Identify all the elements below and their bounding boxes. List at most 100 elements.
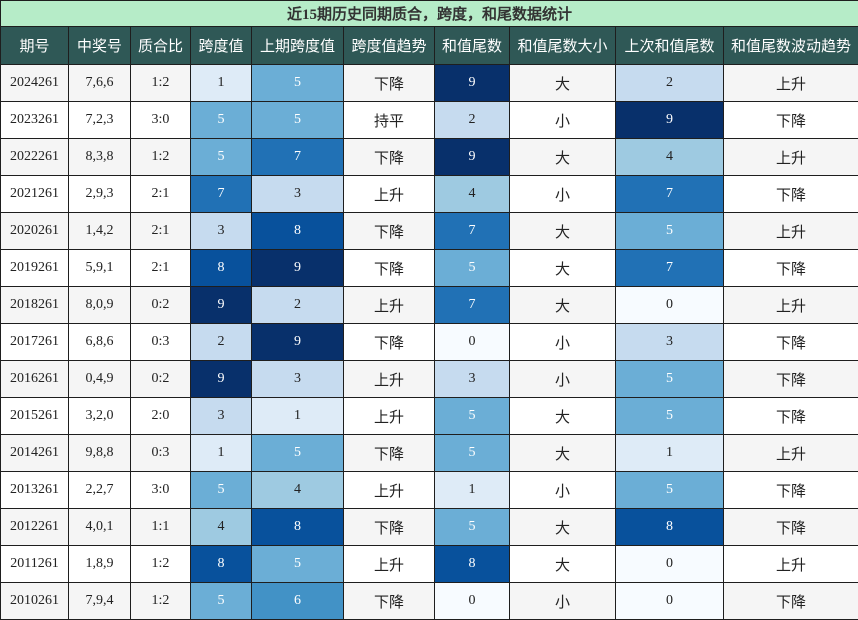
prev-tail-cell: 2 — [616, 65, 724, 102]
tail-size-header: 和值尾数大小 — [510, 27, 616, 65]
prev-tail-cell: 7 — [616, 176, 724, 213]
span-trend-cell: 下降 — [344, 324, 435, 361]
tail-trend-cell: 上升 — [724, 139, 858, 176]
prev-tail-cell: 3 — [616, 324, 724, 361]
tail-cell: 7 — [435, 213, 510, 250]
prev-tail-cell: 5 — [616, 213, 724, 250]
tail-cell: 3 — [435, 361, 510, 398]
span-trend-cell: 上升 — [344, 287, 435, 324]
tail-size-cell: 大 — [510, 398, 616, 435]
prev-span-cell: 9 — [252, 250, 344, 287]
span-cell: 5 — [191, 139, 252, 176]
prev-span-cell: 5 — [252, 102, 344, 139]
issue-cell: 2010261 — [1, 583, 69, 620]
span-trend-cell: 下降 — [344, 250, 435, 287]
span-trend-cell: 上升 — [344, 176, 435, 213]
numbers-cell: 1,8,9 — [69, 546, 131, 583]
prev-span-cell: 8 — [252, 509, 344, 546]
ratio-cell: 1:2 — [131, 583, 191, 620]
prev-span-cell: 8 — [252, 213, 344, 250]
prev-span-cell: 5 — [252, 546, 344, 583]
span-cell: 9 — [191, 287, 252, 324]
tail-size-cell: 大 — [510, 287, 616, 324]
prev-span-cell: 3 — [252, 176, 344, 213]
span-trend-cell: 上升 — [344, 398, 435, 435]
prev-tail-cell: 8 — [616, 509, 724, 546]
tail-size-cell: 小 — [510, 102, 616, 139]
span-trend-cell: 上升 — [344, 546, 435, 583]
prev-tail-cell: 1 — [616, 435, 724, 472]
tail-cell: 9 — [435, 65, 510, 102]
tail-header: 和值尾数 — [435, 27, 510, 65]
ratio-header: 质合比 — [131, 27, 191, 65]
span-trend-cell: 下降 — [344, 65, 435, 102]
numbers-cell: 2,9,3 — [69, 176, 131, 213]
span-header: 跨度值 — [191, 27, 252, 65]
tail-size-cell: 大 — [510, 65, 616, 102]
ratio-cell: 0:2 — [131, 287, 191, 324]
span-cell: 3 — [191, 213, 252, 250]
prev-span-cell: 9 — [252, 324, 344, 361]
issue-cell: 2012261 — [1, 509, 69, 546]
span-cell: 5 — [191, 583, 252, 620]
span-cell: 1 — [191, 65, 252, 102]
issue-cell: 2022261 — [1, 139, 69, 176]
issue-cell: 2011261 — [1, 546, 69, 583]
numbers-cell: 5,9,1 — [69, 250, 131, 287]
numbers-cell: 6,8,6 — [69, 324, 131, 361]
tail-cell: 5 — [435, 435, 510, 472]
tail-size-cell: 大 — [510, 546, 616, 583]
issue-cell: 2019261 — [1, 250, 69, 287]
numbers-cell: 4,0,1 — [69, 509, 131, 546]
tail-trend-cell: 下降 — [724, 250, 858, 287]
prev-span-header: 上期跨度值 — [252, 27, 344, 65]
tail-cell: 5 — [435, 250, 510, 287]
span-cell: 8 — [191, 250, 252, 287]
prev-tail-header: 上次和值尾数 — [616, 27, 724, 65]
tail-cell: 2 — [435, 102, 510, 139]
tail-trend-cell: 上升 — [724, 287, 858, 324]
prev-span-cell: 1 — [252, 398, 344, 435]
ratio-cell: 1:1 — [131, 509, 191, 546]
tail-cell: 0 — [435, 583, 510, 620]
issue-cell: 2013261 — [1, 472, 69, 509]
prev-tail-cell: 5 — [616, 361, 724, 398]
tail-size-cell: 小 — [510, 472, 616, 509]
issue-cell: 2015261 — [1, 398, 69, 435]
tail-trend-cell: 下降 — [724, 324, 858, 361]
span-trend-cell: 下降 — [344, 509, 435, 546]
tail-cell: 0 — [435, 324, 510, 361]
ratio-cell: 2:0 — [131, 398, 191, 435]
tail-cell: 9 — [435, 139, 510, 176]
prev-span-cell: 5 — [252, 65, 344, 102]
tail-cell: 1 — [435, 472, 510, 509]
tail-trend-cell: 下降 — [724, 176, 858, 213]
tail-size-cell: 小 — [510, 176, 616, 213]
ratio-cell: 1:2 — [131, 139, 191, 176]
prev-span-cell: 2 — [252, 287, 344, 324]
prev-tail-cell: 0 — [616, 287, 724, 324]
numbers-header: 中奖号 — [69, 27, 131, 65]
span-trend-cell: 下降 — [344, 139, 435, 176]
ratio-cell: 2:1 — [131, 176, 191, 213]
numbers-cell: 7,9,4 — [69, 583, 131, 620]
tail-trend-cell: 上升 — [724, 213, 858, 250]
span-cell: 2 — [191, 324, 252, 361]
issue-cell: 2014261 — [1, 435, 69, 472]
tail-size-cell: 大 — [510, 139, 616, 176]
ratio-cell: 0:3 — [131, 324, 191, 361]
span-trend-cell: 持平 — [344, 102, 435, 139]
issue-cell: 2016261 — [1, 361, 69, 398]
